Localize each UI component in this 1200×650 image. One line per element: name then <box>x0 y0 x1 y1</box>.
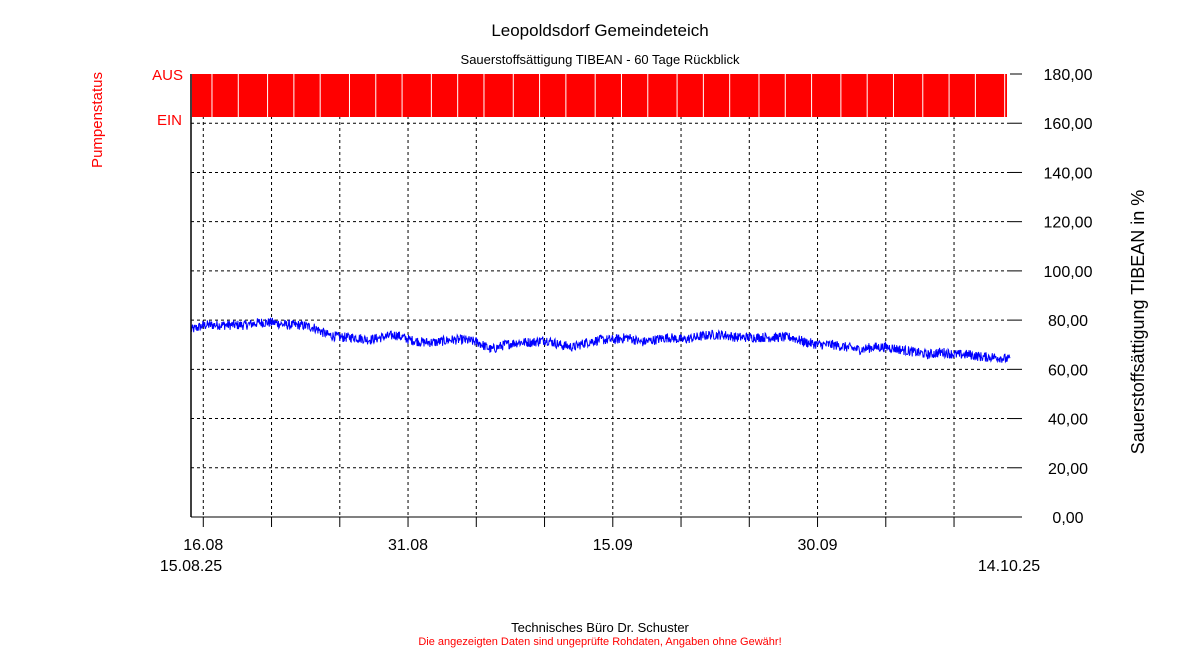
axes: 0,00 20,00 40,00 60,00 80,00 100,00 120,00 140,… <box>183 67 1092 554</box>
x-tick-label: 31.08 <box>388 537 428 554</box>
x-tick-label: 30.09 <box>798 537 838 554</box>
y-tick-label: 160,00 <box>1044 116 1093 133</box>
x-end-label: 14.10.25 <box>978 558 1040 575</box>
pump-axis-label: Pumpenstatus <box>89 72 106 168</box>
chart-subtitle: Sauerstoffsättigung TIBEAN - 60 Tage Rüc… <box>461 52 740 67</box>
y-tick-label: 20,00 <box>1048 461 1088 478</box>
series-layer <box>190 317 1011 364</box>
y-tick-label: 140,00 <box>1044 165 1093 182</box>
y-tick-label: 0,00 <box>1052 510 1083 527</box>
grid <box>191 74 1010 517</box>
pump-label-off: AUS <box>152 67 183 84</box>
y-tick-label: 120,00 <box>1044 215 1093 232</box>
x-tick-label: 16.08 <box>183 537 223 554</box>
x-tick-label: 15.09 <box>593 537 633 554</box>
x-start-label: 15.08.25 <box>160 558 222 575</box>
pump-status-bar <box>192 74 1007 117</box>
series-line <box>190 317 1011 364</box>
footer-disclaimer: Die angezeigten Daten sind ungeprüfte Ro… <box>418 636 781 648</box>
y-tick-label: 180,00 <box>1044 67 1093 84</box>
chart-title: Leopoldsdorf Gemeindeteich <box>491 21 708 40</box>
y-tick-label: 40,00 <box>1048 412 1088 429</box>
y-axis-label: Sauerstoffsättigung TIBEAN in % <box>1128 190 1148 454</box>
pump-label-on: EIN <box>157 112 182 129</box>
y-tick-label: 60,00 <box>1048 362 1088 379</box>
footer-company: Technisches Büro Dr. Schuster <box>511 620 689 635</box>
y-tick-label: 80,00 <box>1048 313 1088 330</box>
pump-status-band <box>192 74 1007 117</box>
y-tick-label: 100,00 <box>1044 264 1093 281</box>
